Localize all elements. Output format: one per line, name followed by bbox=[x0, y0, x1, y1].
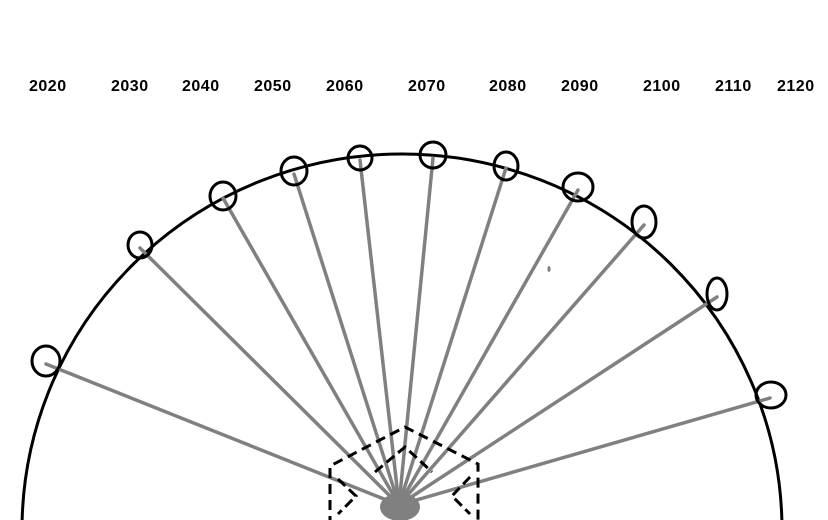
spoke-2120 bbox=[397, 396, 772, 507]
gondola-2100 bbox=[630, 204, 658, 240]
strut-top bbox=[374, 445, 434, 474]
year-label-2080: 2080 bbox=[489, 78, 527, 95]
gondola-2070 bbox=[418, 140, 448, 170]
year-label-2060: 2060 bbox=[326, 78, 364, 95]
year-label-2110: 2110 bbox=[715, 78, 752, 95]
gondola-2080 bbox=[492, 150, 520, 182]
spoke-2030 bbox=[138, 246, 401, 507]
gondola-2030 bbox=[126, 230, 154, 260]
year-label-2040: 2040 bbox=[182, 78, 220, 95]
stray-dot bbox=[547, 266, 551, 272]
gondola-2040 bbox=[208, 180, 238, 212]
year-label-row: 2020 2030 2040 2050 2060 2070 2080 2090 … bbox=[29, 78, 815, 95]
spoke-2060 bbox=[358, 158, 401, 507]
year-label-2090: 2090 bbox=[561, 78, 599, 95]
strut-left bbox=[336, 477, 359, 516]
year-label-2030: 2030 bbox=[111, 78, 149, 95]
gondola-2090 bbox=[561, 171, 595, 203]
spoke-2100 bbox=[397, 223, 646, 507]
support-struts bbox=[336, 445, 472, 516]
year-label-2050: 2050 bbox=[254, 78, 292, 95]
spoke-2090 bbox=[397, 188, 580, 507]
gondola-2050 bbox=[279, 155, 309, 187]
spoke-2080 bbox=[397, 166, 508, 507]
base-hexagon bbox=[328, 425, 480, 520]
spoke-2050 bbox=[292, 172, 401, 507]
year-label-2100: 2100 bbox=[643, 78, 681, 95]
gondola-2120 bbox=[754, 380, 788, 410]
wheel-base bbox=[328, 425, 480, 520]
gondola-2110 bbox=[705, 276, 729, 312]
year-label-2070: 2070 bbox=[408, 78, 446, 95]
strut-right bbox=[449, 475, 472, 516]
wheel-rim bbox=[20, 152, 784, 520]
year-label-2020: 2020 bbox=[29, 78, 67, 95]
spoke-2020 bbox=[44, 362, 401, 507]
year-label-2120: 2120 bbox=[777, 78, 815, 95]
spokes bbox=[44, 156, 772, 507]
gondola-2060 bbox=[346, 144, 374, 172]
wheel-hub bbox=[380, 493, 420, 520]
spoke-2110 bbox=[397, 295, 719, 507]
gondolas bbox=[30, 140, 788, 410]
gondola-2020 bbox=[30, 344, 62, 378]
spoke-2040 bbox=[221, 196, 401, 507]
